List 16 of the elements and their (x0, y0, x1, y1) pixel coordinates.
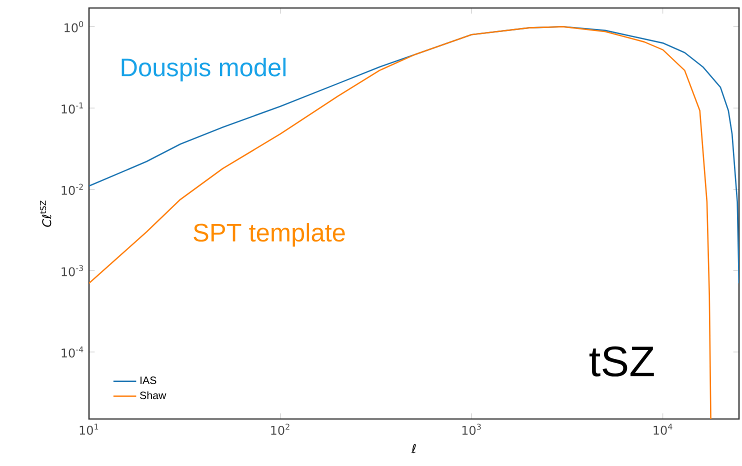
y-tick-label: 10$^{-4}$ (62, 346, 84, 358)
y-tick-label: 10$^{0}$ (64, 21, 84, 32)
y-tick-label: 10$^{-2}$ (62, 184, 83, 195)
y-tick-label: 10$^{-3}$ (62, 265, 83, 276)
annotation: tSZ (589, 346, 654, 377)
legend-label: IAS (140, 376, 156, 384)
x-tick-label: 10$^{1}$ (80, 424, 98, 435)
y-axis-title: Cℓ$^{tSZ}$ (40, 200, 52, 227)
x-axis-title: ℓ (411, 444, 416, 454)
x-tick-label: 10$^{2}$ (271, 424, 290, 435)
x-tick-label: 10$^{4}$ (654, 424, 672, 435)
x-tick-label: 10$^{3}$ (462, 424, 481, 435)
annotation: Douspis model (122, 58, 286, 82)
y-tick-label: 10$^{-1}$ (62, 102, 83, 114)
legend-label: Shaw (140, 391, 166, 400)
annotation: SPT template (194, 223, 345, 247)
